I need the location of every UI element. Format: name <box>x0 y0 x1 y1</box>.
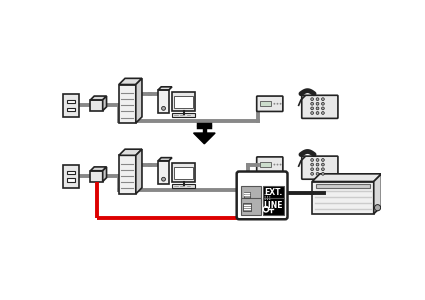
Bar <box>119 155 136 194</box>
FancyBboxPatch shape <box>257 157 283 172</box>
Circle shape <box>316 163 319 166</box>
FancyBboxPatch shape <box>302 156 338 179</box>
Bar <box>119 85 136 123</box>
Bar <box>312 182 374 214</box>
Circle shape <box>311 102 314 105</box>
Circle shape <box>311 112 314 114</box>
Bar <box>203 127 206 135</box>
Circle shape <box>280 164 281 166</box>
Circle shape <box>162 106 165 110</box>
Circle shape <box>311 159 314 161</box>
Bar <box>91 100 103 111</box>
Circle shape <box>322 172 324 175</box>
Circle shape <box>277 103 278 105</box>
Bar <box>172 92 195 111</box>
Circle shape <box>311 98 314 100</box>
Bar <box>244 191 250 198</box>
Bar <box>263 186 283 203</box>
Bar <box>158 161 169 184</box>
Polygon shape <box>193 133 215 144</box>
Bar <box>260 101 271 106</box>
Circle shape <box>267 199 268 200</box>
Polygon shape <box>103 167 107 182</box>
Circle shape <box>162 177 165 181</box>
Circle shape <box>265 196 266 197</box>
Circle shape <box>374 205 381 211</box>
Polygon shape <box>136 78 142 123</box>
Text: EXT.: EXT. <box>264 188 282 197</box>
Circle shape <box>269 199 270 200</box>
Circle shape <box>316 98 319 100</box>
Polygon shape <box>119 149 142 155</box>
Circle shape <box>322 163 324 166</box>
Polygon shape <box>158 87 172 90</box>
FancyBboxPatch shape <box>257 96 283 112</box>
FancyBboxPatch shape <box>302 95 338 119</box>
Polygon shape <box>312 174 381 182</box>
Bar <box>316 184 370 188</box>
Circle shape <box>316 112 319 114</box>
Text: LINE: LINE <box>264 201 283 210</box>
Polygon shape <box>136 149 142 194</box>
Circle shape <box>322 159 324 161</box>
Bar <box>91 171 103 182</box>
Circle shape <box>316 102 319 105</box>
Polygon shape <box>158 158 172 161</box>
Bar <box>67 171 75 174</box>
Circle shape <box>311 168 314 171</box>
Circle shape <box>316 168 319 171</box>
Bar <box>174 167 193 179</box>
Circle shape <box>322 112 324 114</box>
Bar <box>243 203 250 211</box>
Polygon shape <box>91 167 107 171</box>
Circle shape <box>322 102 324 105</box>
Circle shape <box>267 194 268 195</box>
Bar <box>260 161 271 167</box>
Circle shape <box>316 159 319 161</box>
Bar <box>174 96 193 108</box>
Bar <box>172 184 195 188</box>
Circle shape <box>269 194 270 195</box>
Polygon shape <box>103 96 107 111</box>
Bar <box>172 113 195 117</box>
Polygon shape <box>119 78 142 85</box>
Bar <box>67 178 75 182</box>
Bar <box>158 90 169 113</box>
Circle shape <box>269 196 270 197</box>
FancyBboxPatch shape <box>63 165 79 188</box>
Bar <box>263 199 283 215</box>
Circle shape <box>322 168 324 171</box>
Polygon shape <box>91 96 107 100</box>
Circle shape <box>280 103 281 105</box>
Circle shape <box>311 107 314 110</box>
FancyBboxPatch shape <box>237 172 287 219</box>
FancyBboxPatch shape <box>63 94 79 117</box>
Bar <box>67 100 75 103</box>
Circle shape <box>322 107 324 110</box>
Bar <box>241 199 261 215</box>
Bar <box>172 163 195 182</box>
Polygon shape <box>374 174 381 214</box>
Circle shape <box>311 172 314 175</box>
Circle shape <box>322 98 324 100</box>
Circle shape <box>311 163 314 166</box>
Circle shape <box>316 107 319 110</box>
Circle shape <box>316 172 319 175</box>
Bar <box>241 186 261 203</box>
Bar <box>67 108 75 111</box>
Circle shape <box>265 199 266 200</box>
Circle shape <box>277 164 278 166</box>
Circle shape <box>265 194 266 195</box>
Circle shape <box>273 103 275 105</box>
Circle shape <box>267 196 268 197</box>
Circle shape <box>273 164 275 166</box>
